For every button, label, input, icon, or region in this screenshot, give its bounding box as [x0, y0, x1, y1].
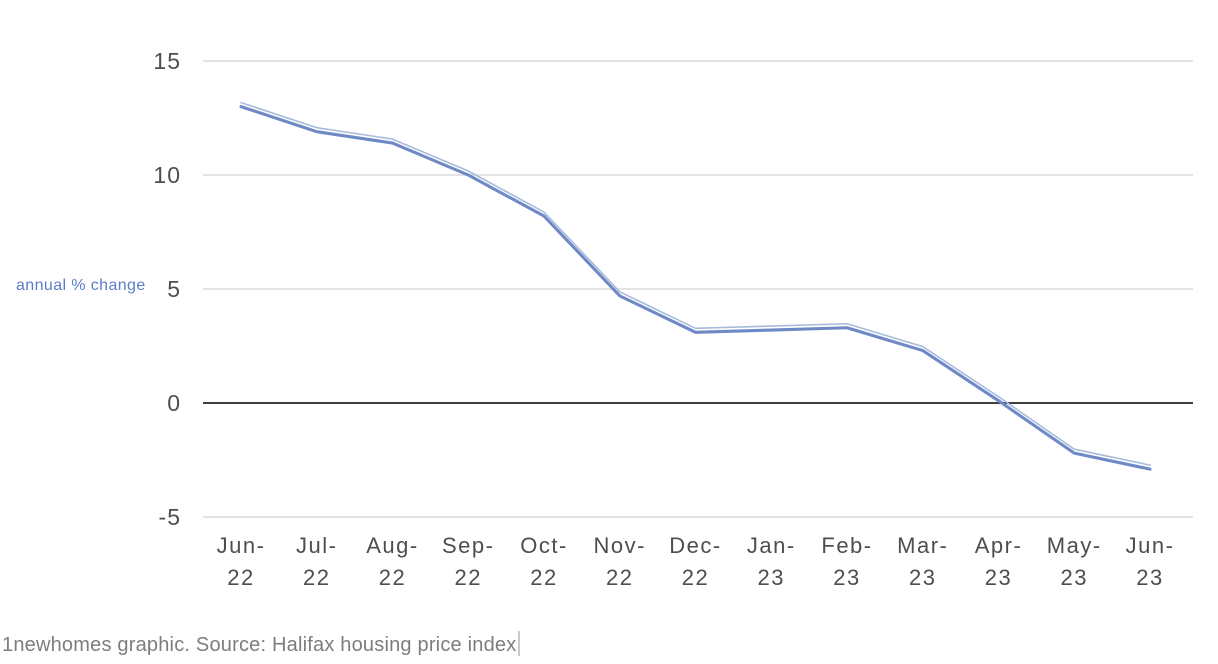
series-highlight-line [240, 101, 1151, 466]
x-tick-label: Mar-23 [897, 533, 948, 590]
x-tick-label: Jun-22 [217, 533, 266, 590]
x-tick-label: Jul-22 [296, 533, 337, 590]
series-line [239, 105, 1152, 471]
x-tick-label: Apr-23 [975, 533, 1023, 590]
y-tick-label: 15 [153, 48, 181, 74]
x-tick-label: May-23 [1047, 533, 1102, 590]
x-tick-label: Dec-22 [669, 533, 721, 590]
caption[interactable]: 1newhomes graphic. Source: Halifax housi… [2, 631, 521, 657]
caption-text: 1newhomes graphic. Source: Halifax housi… [2, 634, 517, 656]
x-tick-label: Feb-23 [821, 533, 872, 590]
y-tick-label: 0 [167, 390, 181, 416]
x-tick-label: Jun-23 [1126, 533, 1175, 590]
y-tick-label: -5 [159, 504, 181, 530]
x-tick-label: Nov-22 [594, 533, 646, 590]
text-caret [518, 631, 521, 656]
y-tick-label: 5 [167, 276, 181, 302]
x-tick-label: Oct-22 [520, 533, 568, 590]
x-tick-label: Sep-22 [442, 533, 494, 590]
x-tick-label: Aug-22 [366, 533, 418, 590]
chart-container: 15 10 5 0 -5 Jun-22 Jul-22 Aug-22 Sep-22 Oct-22 No… [16, 48, 1193, 590]
y-tick-label: 10 [153, 162, 181, 188]
y-axis-title: annual % change [16, 277, 146, 294]
x-tick-label: Jan-23 [747, 533, 796, 590]
line-chart: 15 10 5 0 -5 Jun-22 Jul-22 Aug-22 Sep-22 Oct-22 No… [153, 48, 1193, 590]
